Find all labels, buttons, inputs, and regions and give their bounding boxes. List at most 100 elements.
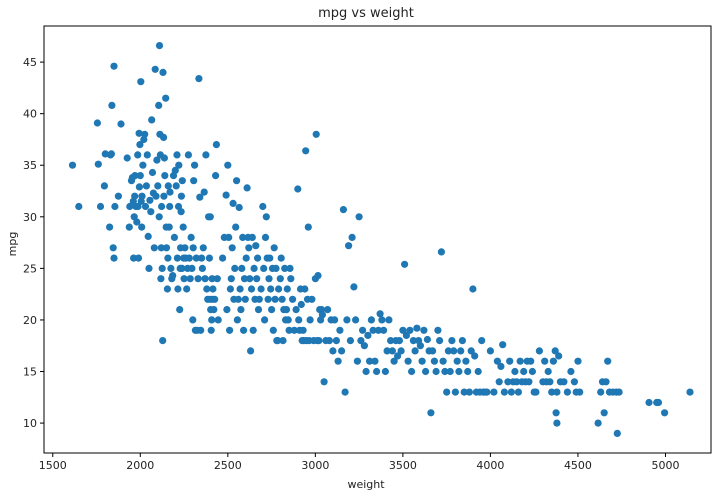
data-point — [212, 141, 220, 149]
data-point — [211, 295, 219, 303]
data-point — [200, 188, 208, 196]
data-point — [615, 388, 623, 396]
data-point — [613, 429, 621, 437]
data-point — [278, 295, 286, 303]
data-point — [371, 357, 379, 365]
data-point — [457, 347, 465, 355]
data-point — [546, 378, 554, 386]
data-point — [292, 306, 300, 314]
data-point — [138, 192, 146, 200]
data-point — [155, 42, 164, 50]
data-point — [219, 254, 227, 262]
data-point — [272, 264, 280, 272]
data-point — [198, 254, 206, 262]
data-point — [154, 182, 162, 190]
data-point — [108, 101, 116, 109]
data-point — [276, 275, 284, 283]
data-point — [162, 94, 170, 102]
data-point — [238, 264, 246, 272]
data-point — [395, 337, 403, 345]
data-point — [282, 306, 291, 314]
data-point — [261, 316, 269, 324]
data-point — [246, 275, 254, 283]
data-point — [199, 244, 207, 252]
data-point — [242, 254, 250, 262]
data-point — [141, 130, 149, 138]
data-point — [188, 264, 196, 272]
data-point — [212, 172, 220, 180]
data-point — [553, 388, 561, 396]
data-point — [111, 202, 119, 211]
data-point — [245, 244, 253, 252]
data-point — [478, 337, 486, 345]
data-point — [444, 347, 452, 355]
y-tick-label: 35 — [23, 159, 37, 172]
x-tick-label: 4500 — [564, 459, 592, 472]
data-point — [597, 388, 605, 396]
data-point — [174, 285, 182, 293]
data-point — [275, 285, 283, 293]
y-tick-label: 15 — [23, 366, 37, 379]
data-point — [173, 151, 181, 159]
data-point — [686, 388, 694, 396]
data-point — [563, 388, 572, 396]
data-point — [213, 275, 221, 283]
data-point — [339, 206, 347, 214]
data-point — [202, 151, 210, 159]
data-point — [178, 264, 186, 272]
data-point — [374, 326, 382, 334]
data-point — [126, 202, 134, 211]
data-point — [139, 161, 147, 169]
data-point — [285, 326, 293, 334]
data-point — [159, 68, 167, 76]
data-point — [232, 223, 240, 231]
data-point — [453, 357, 461, 365]
data-point — [231, 264, 239, 272]
data-point — [404, 357, 412, 365]
data-point — [514, 388, 523, 396]
x-tick-label: 5000 — [651, 459, 679, 472]
data-point — [169, 272, 177, 280]
data-point — [493, 357, 501, 365]
data-point — [318, 311, 326, 319]
data-point — [236, 285, 244, 293]
data-point — [136, 172, 144, 180]
data-point — [250, 264, 258, 272]
data-point — [150, 244, 158, 252]
data-point — [555, 352, 563, 360]
data-point — [259, 202, 267, 211]
data-point — [100, 182, 108, 190]
data-point — [223, 306, 231, 314]
data-point — [299, 326, 307, 334]
data-point — [114, 192, 122, 200]
data-point — [257, 285, 265, 293]
data-point — [520, 367, 528, 376]
y-tick-label: 45 — [23, 56, 37, 69]
data-point — [385, 316, 393, 324]
data-point — [357, 337, 365, 345]
data-point — [136, 141, 144, 149]
data-point — [343, 316, 351, 324]
data-point — [338, 347, 346, 355]
data-point — [170, 233, 178, 241]
data-point — [268, 306, 276, 314]
data-point — [602, 378, 610, 386]
data-point — [348, 233, 356, 241]
data-point — [387, 337, 395, 345]
data-point — [506, 357, 514, 365]
data-point — [548, 388, 556, 396]
data-point — [661, 409, 669, 417]
data-point — [208, 275, 216, 283]
data-point — [341, 388, 349, 396]
data-point — [570, 378, 579, 386]
data-point — [279, 337, 287, 345]
data-point — [495, 378, 503, 386]
data-point — [178, 177, 186, 185]
data-point — [345, 242, 353, 250]
data-point — [474, 367, 482, 376]
data-point — [574, 357, 582, 365]
data-point — [332, 337, 340, 345]
data-point — [560, 378, 568, 386]
data-point — [172, 182, 180, 190]
data-point — [388, 347, 396, 355]
